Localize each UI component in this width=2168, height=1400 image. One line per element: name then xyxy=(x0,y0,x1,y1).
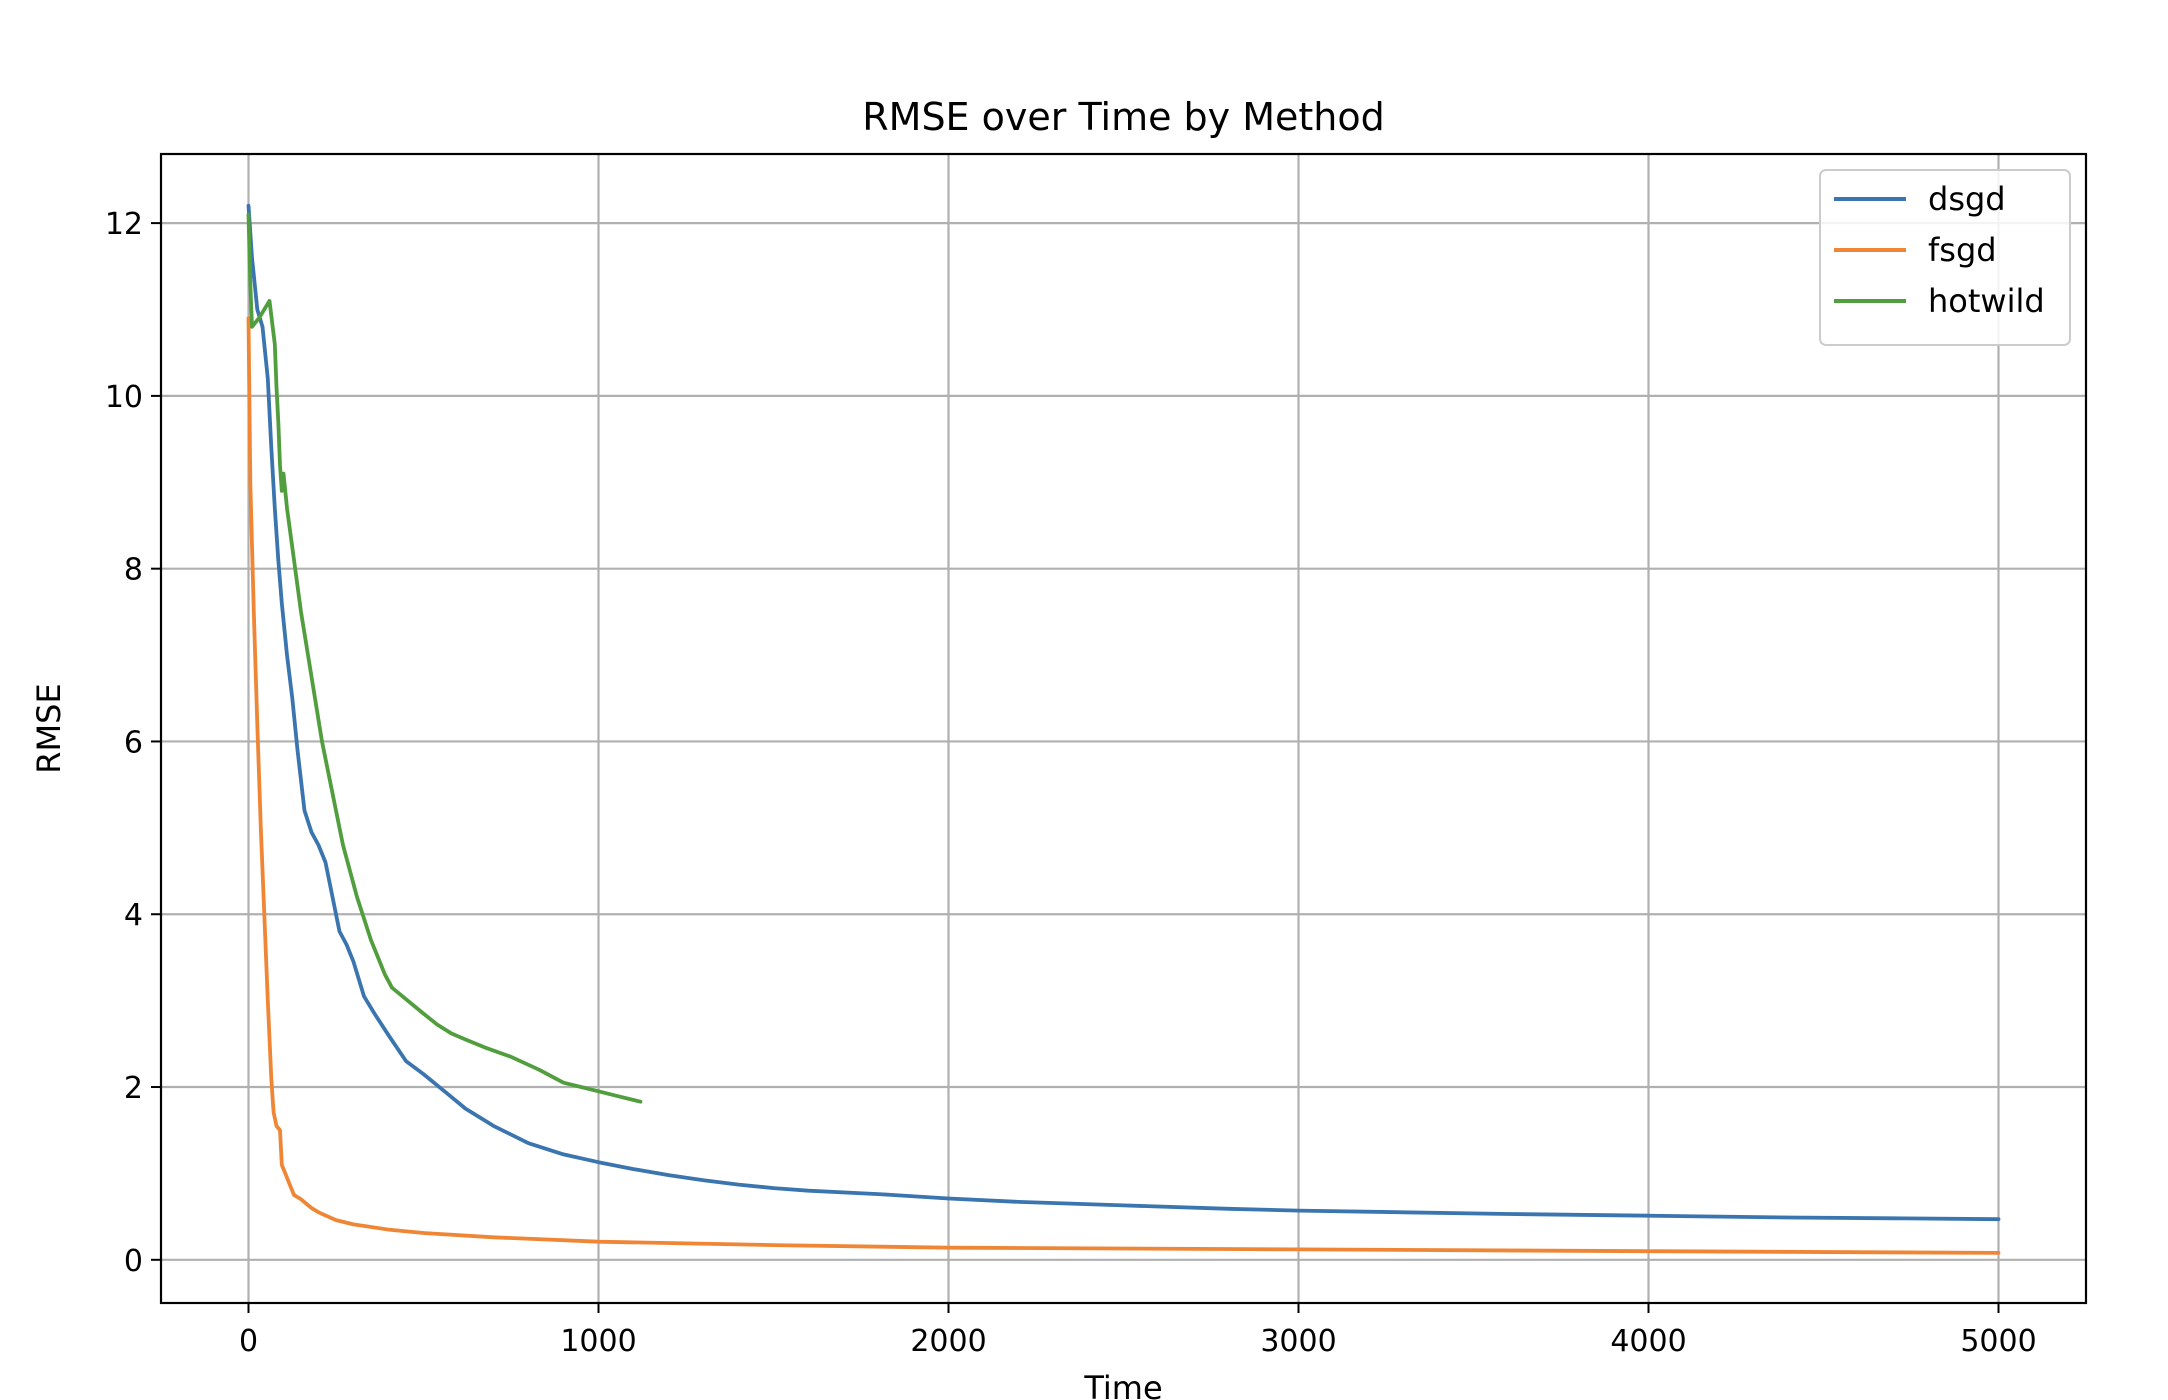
x-tick-label: 5000 xyxy=(1960,1324,2036,1359)
x-tick-label: 3000 xyxy=(1260,1324,1336,1359)
x-tick-label: 0 xyxy=(239,1324,258,1359)
grid xyxy=(161,154,2086,1303)
x-axis-title: Time xyxy=(1083,1369,1162,1400)
chart-title: RMSE over Time by Method xyxy=(862,95,1385,139)
legend-label-fsgd: fsgd xyxy=(1928,231,1997,269)
series-line-fsgd xyxy=(246,316,2001,1255)
y-tick-label: 12 xyxy=(105,207,143,242)
y-tick-label: 10 xyxy=(105,380,143,415)
y-tick-label: 4 xyxy=(124,898,143,933)
x-tick-label: 1000 xyxy=(560,1324,636,1359)
series-line-hotwild xyxy=(246,212,643,1104)
axis-ticks: 0 1000 2000 3000 4000 5000 0 2 4 6 8 10 12 xyxy=(105,207,2037,1359)
x-tick-label: 4000 xyxy=(1610,1324,1686,1359)
y-tick-label: 2 xyxy=(124,1071,143,1106)
y-tick-label: 6 xyxy=(124,725,143,760)
legend: dsgd fsgd hotwild xyxy=(1819,169,2071,346)
x-tick-label: 2000 xyxy=(910,1324,986,1359)
legend-label-hotwild: hotwild xyxy=(1928,282,2045,320)
series-line-dsgd xyxy=(246,203,2001,1222)
legend-label-dsgd: dsgd xyxy=(1928,180,2006,218)
series-lines xyxy=(246,203,2001,1255)
y-axis-title: RMSE xyxy=(30,683,68,773)
y-tick-label: 8 xyxy=(124,553,143,588)
y-tick-label: 0 xyxy=(124,1244,143,1279)
plot-frame xyxy=(159,152,2088,1305)
